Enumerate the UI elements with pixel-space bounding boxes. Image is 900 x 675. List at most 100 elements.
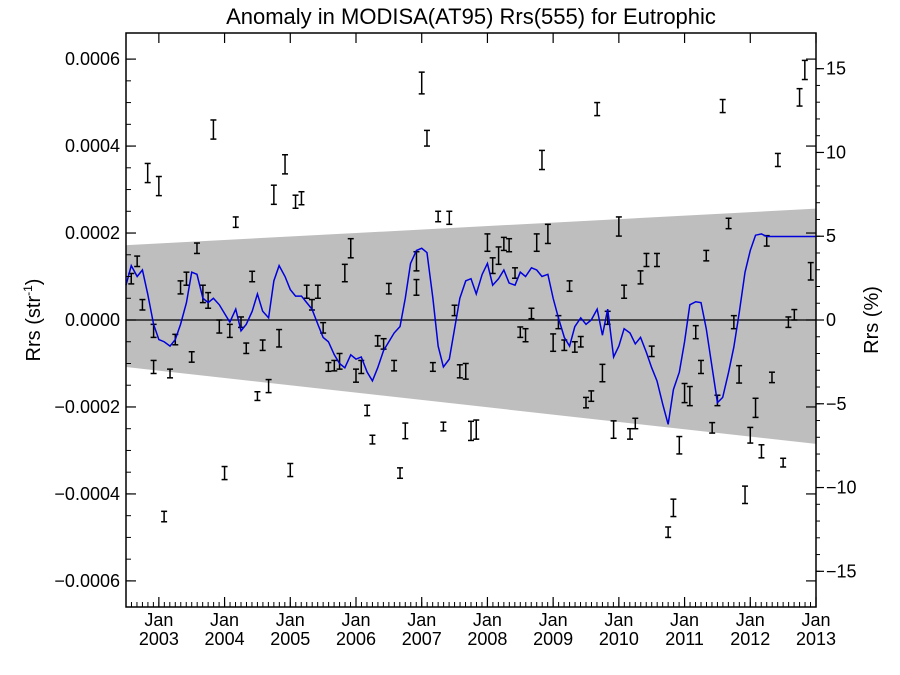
error-bar-point: [506, 237, 513, 253]
error-bar-point: [774, 152, 781, 168]
error-bar-point: [440, 421, 447, 432]
error-bar-point: [742, 485, 749, 505]
error-bar-point: [177, 280, 184, 295]
error-bar-point: [758, 444, 765, 459]
error-bar-point: [205, 291, 212, 310]
error-bar-point: [188, 350, 195, 363]
x-axis-year-label: 2007: [402, 629, 442, 649]
error-bar-point: [489, 257, 496, 275]
error-bar-point: [610, 420, 617, 440]
error-bar-point: [538, 149, 545, 171]
error-bar-point: [418, 71, 425, 95]
error-bar-point: [276, 328, 283, 348]
error-bar-point: [796, 87, 803, 107]
left-axis-tick-label: −0.0004: [54, 484, 120, 504]
error-bar-point: [627, 427, 634, 440]
error-bar-point: [698, 359, 704, 375]
error-bar-point: [391, 359, 398, 372]
left-axis-label-sup: -1: [21, 285, 35, 296]
error-bar-point: [446, 210, 453, 226]
x-axis-month-label: Jan: [407, 610, 436, 630]
error-bar-point: [462, 362, 469, 380]
x-axis-year-label: 2003: [139, 629, 179, 649]
error-bar-point: [303, 284, 310, 300]
error-bar-point: [566, 280, 573, 293]
error-bar-point: [249, 270, 256, 283]
error-bar-point: [155, 175, 162, 197]
error-bar-point: [500, 236, 507, 252]
left-axis-tick-label: −0.0006: [54, 571, 120, 591]
error-bar-point: [522, 327, 529, 343]
left-axis-tick-label: 0.0000: [65, 310, 120, 330]
x-axis-month-label: Jan: [670, 610, 699, 630]
error-bar-point: [134, 255, 141, 268]
error-bar-point: [550, 333, 557, 353]
x-axis-year-label: 2006: [336, 629, 376, 649]
error-bar-point: [588, 390, 595, 403]
right-axis-label: Rrs (%): [861, 286, 883, 354]
error-bar-point: [336, 352, 343, 370]
error-bar-point: [533, 233, 540, 253]
error-bar-point: [709, 421, 716, 434]
error-bar-point: [686, 385, 693, 407]
smoothed-anomaly-line: [125, 233, 816, 425]
error-bar-point: [780, 457, 787, 468]
x-axis-year-label: 2013: [796, 629, 836, 649]
right-axis-tick-label: −10: [826, 478, 857, 498]
error-bar-point: [292, 194, 299, 209]
error-bar-point: [221, 465, 228, 481]
error-bar-point: [369, 434, 376, 445]
error-bar-point: [282, 154, 289, 175]
x-axis-month-label: Jan: [539, 610, 568, 630]
error-bar-point: [364, 404, 371, 417]
left-y-axis: 0.0006 0.0004 0.0002 0.0000 −0.0002 −0.0004 −0…: [54, 49, 816, 591]
left-axis-label: Rrs (str-1): [21, 279, 45, 362]
error-bar-point: [637, 270, 644, 285]
error-bar-point: [341, 263, 348, 283]
error-bar-point: [435, 210, 442, 223]
left-axis-tick-label: 0.0006: [65, 49, 120, 69]
error-bar-point: [243, 342, 250, 355]
error-bar-point: [385, 282, 392, 295]
error-bar-point: [167, 368, 174, 379]
left-axis-tick-label: −0.0002: [54, 397, 120, 417]
error-bar-point: [298, 190, 305, 206]
x-axis-month-label: Jan: [801, 610, 830, 630]
error-bar-point: [183, 271, 190, 286]
error-bar-point: [325, 361, 332, 373]
right-axis-tick-label: 0: [826, 310, 836, 330]
error-bar-point: [473, 419, 480, 440]
error-bar-point: [791, 308, 798, 321]
error-bar-point: [199, 284, 206, 304]
error-bar-point: [807, 261, 814, 281]
right-axis-tick-label: 15: [826, 59, 846, 79]
error-bar-point: [144, 162, 151, 184]
error-bar-point: [331, 359, 338, 372]
error-bar-point: [456, 364, 463, 379]
error-bar-point: [583, 396, 589, 409]
error-bar-point: [484, 233, 491, 253]
error-bar-point: [347, 237, 354, 259]
error-bar-point: [747, 426, 754, 444]
left-axis-label-base: Rrs (str: [23, 296, 45, 362]
x-axis-month-label: Jan: [604, 610, 633, 630]
plot-area: [125, 59, 816, 539]
error-bar-point: [785, 316, 792, 329]
x-axis-year-label: 2012: [730, 629, 770, 649]
error-bar-point: [725, 217, 732, 230]
x-axis-year-label: 2011: [665, 629, 704, 649]
left-axis-tick-label: 0.0002: [65, 223, 120, 243]
right-y-axis: 15 10 5 0 −5 −10 −15: [816, 59, 857, 581]
x-axis-year-label: 2009: [533, 629, 573, 649]
x-axis-month-label: Jan: [473, 610, 502, 630]
error-bar-point: [571, 340, 578, 353]
error-bar-point: [594, 101, 601, 117]
error-bar-point: [314, 284, 321, 300]
error-bar-point: [653, 252, 660, 268]
x-axis-year-label: 2004: [205, 629, 245, 649]
chart-title: Anomaly in MODISA(AT95) Rrs(555) for Eut…: [226, 4, 716, 29]
error-bar-point: [210, 119, 217, 140]
error-bar-point: [703, 249, 710, 262]
error-bar-point: [270, 184, 277, 206]
